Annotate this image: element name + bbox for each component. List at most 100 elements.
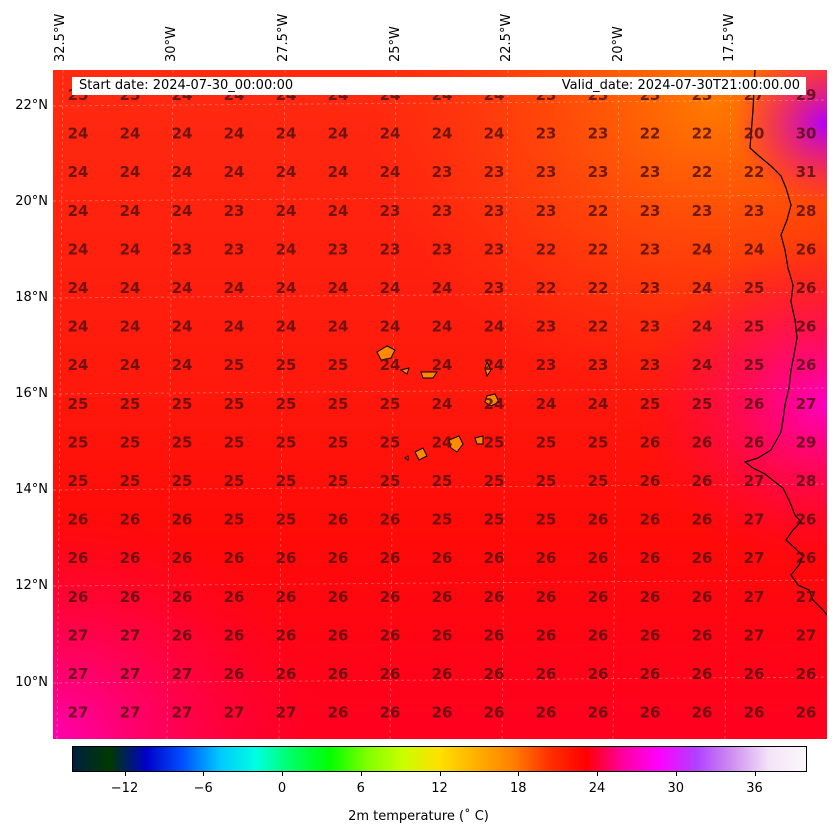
grid-value: 31: [796, 163, 817, 181]
grid-value: 25: [276, 433, 297, 451]
grid-value: 26: [432, 549, 453, 567]
grid-value: 27: [68, 704, 89, 722]
grid-value: 27: [276, 704, 297, 722]
latitude-label: 22°N: [15, 98, 48, 113]
grid-value: 25: [588, 472, 609, 490]
grid-value: 27: [796, 395, 817, 413]
grid-value: 24: [68, 125, 89, 143]
grid-value: 26: [484, 549, 505, 567]
grid-value: 24: [692, 318, 713, 336]
grid-value: 27: [744, 588, 765, 606]
grid-value: 26: [120, 511, 141, 529]
colorbar-tick-label: 24: [588, 781, 606, 796]
grid-value: 26: [588, 588, 609, 606]
grid-value: 22: [640, 125, 661, 143]
grid-value: 24: [68, 279, 89, 297]
start-date-label: Start date: 2024-07-30_00:00:00: [79, 78, 294, 93]
grid-value: 26: [692, 433, 713, 451]
grid-value: 25: [588, 433, 609, 451]
grid-value: 26: [120, 549, 141, 567]
grid-value: 26: [328, 704, 349, 722]
grid-value: 26: [224, 665, 245, 683]
grid-value: 24: [172, 125, 193, 143]
colorbar-title: 2m temperature (˚ C): [348, 809, 489, 824]
grid-value: 26: [796, 549, 817, 567]
grid-value: 26: [380, 588, 401, 606]
grid-value: 25: [120, 433, 141, 451]
grid-value: 23: [484, 163, 505, 181]
grid-value: 25: [120, 472, 141, 490]
grid-value: 25: [120, 395, 141, 413]
longitude-label: 25°W: [388, 26, 403, 62]
grid-value: 24: [692, 279, 713, 297]
colorbar-tick: [518, 772, 520, 776]
grid-value: 26: [484, 665, 505, 683]
grid-value: 26: [224, 549, 245, 567]
grid-value: 25: [484, 511, 505, 529]
grid-value: 25: [328, 472, 349, 490]
grid-value: 24: [276, 163, 297, 181]
latitude-label: 10°N: [15, 675, 48, 690]
longitude-label: 20°W: [611, 26, 626, 62]
grid-value: 25: [380, 395, 401, 413]
grid-value: 24: [120, 163, 141, 181]
grid-value: 24: [224, 163, 245, 181]
grid-value: 24: [588, 395, 609, 413]
temperature-map: 25 25 24 24 24 24 24 24 24 23 23 23 23 27 29 24 24 24 24 24…: [53, 70, 827, 739]
grid-value: 24: [120, 318, 141, 336]
grid-value: 26: [640, 433, 661, 451]
grid-value: 23: [640, 163, 661, 181]
grid-value: 23: [484, 202, 505, 220]
grid-value: 25: [276, 511, 297, 529]
grid-value: 26: [380, 704, 401, 722]
grid-value: 27: [120, 626, 141, 644]
grid-value: 27: [744, 626, 765, 644]
grid-value: 24: [120, 279, 141, 297]
grid-value: 24: [276, 318, 297, 336]
island-santiago: [448, 435, 464, 453]
grid-value: 24: [224, 125, 245, 143]
grid-value: 26: [744, 665, 765, 683]
grid-value: 25: [744, 318, 765, 336]
grid-value: 24: [484, 125, 505, 143]
colorbar-tick: [203, 772, 205, 776]
grid-value: 30: [796, 125, 817, 143]
grid-value: 26: [68, 588, 89, 606]
grid-value: 24: [224, 318, 245, 336]
grid-value: 24: [276, 279, 297, 297]
grid-value: 25: [68, 395, 89, 413]
grid-value: 23: [640, 318, 661, 336]
grid-value: 26: [172, 588, 193, 606]
grid-value: 26: [588, 511, 609, 529]
grid-value: 26: [692, 511, 713, 529]
colorbar-tick: [675, 772, 677, 776]
grid-value: 26: [432, 588, 453, 606]
grid-value: 26: [588, 665, 609, 683]
grid-value: 26: [432, 665, 453, 683]
grid-value: 26: [380, 626, 401, 644]
grid-value: 25: [640, 395, 661, 413]
grid-value: 24: [380, 356, 401, 374]
grid-value: 23: [588, 356, 609, 374]
grid-value: 26: [796, 665, 817, 683]
grid-value: 25: [536, 433, 557, 451]
colorbar-tick-label: −6: [193, 781, 213, 796]
grid-value: 27: [68, 665, 89, 683]
grid-value: 20: [744, 125, 765, 143]
grid-value: 24: [68, 202, 89, 220]
grid-value: 24: [484, 356, 505, 374]
grid-value: 26: [640, 704, 661, 722]
grid-value: 25: [484, 433, 505, 451]
grid-value: 22: [536, 240, 557, 258]
grid-value: 24: [328, 279, 349, 297]
grid-value: 26: [640, 549, 661, 567]
grid-value: 23: [536, 125, 557, 143]
grid-value: 24: [432, 395, 453, 413]
grid-value: 25: [224, 433, 245, 451]
grid-value: 26: [68, 549, 89, 567]
grid-value: 25: [224, 472, 245, 490]
grid-value: 26: [640, 511, 661, 529]
grid-value: 26: [640, 665, 661, 683]
latitude-label: 16°N: [15, 386, 48, 401]
grid-value: 26: [432, 626, 453, 644]
